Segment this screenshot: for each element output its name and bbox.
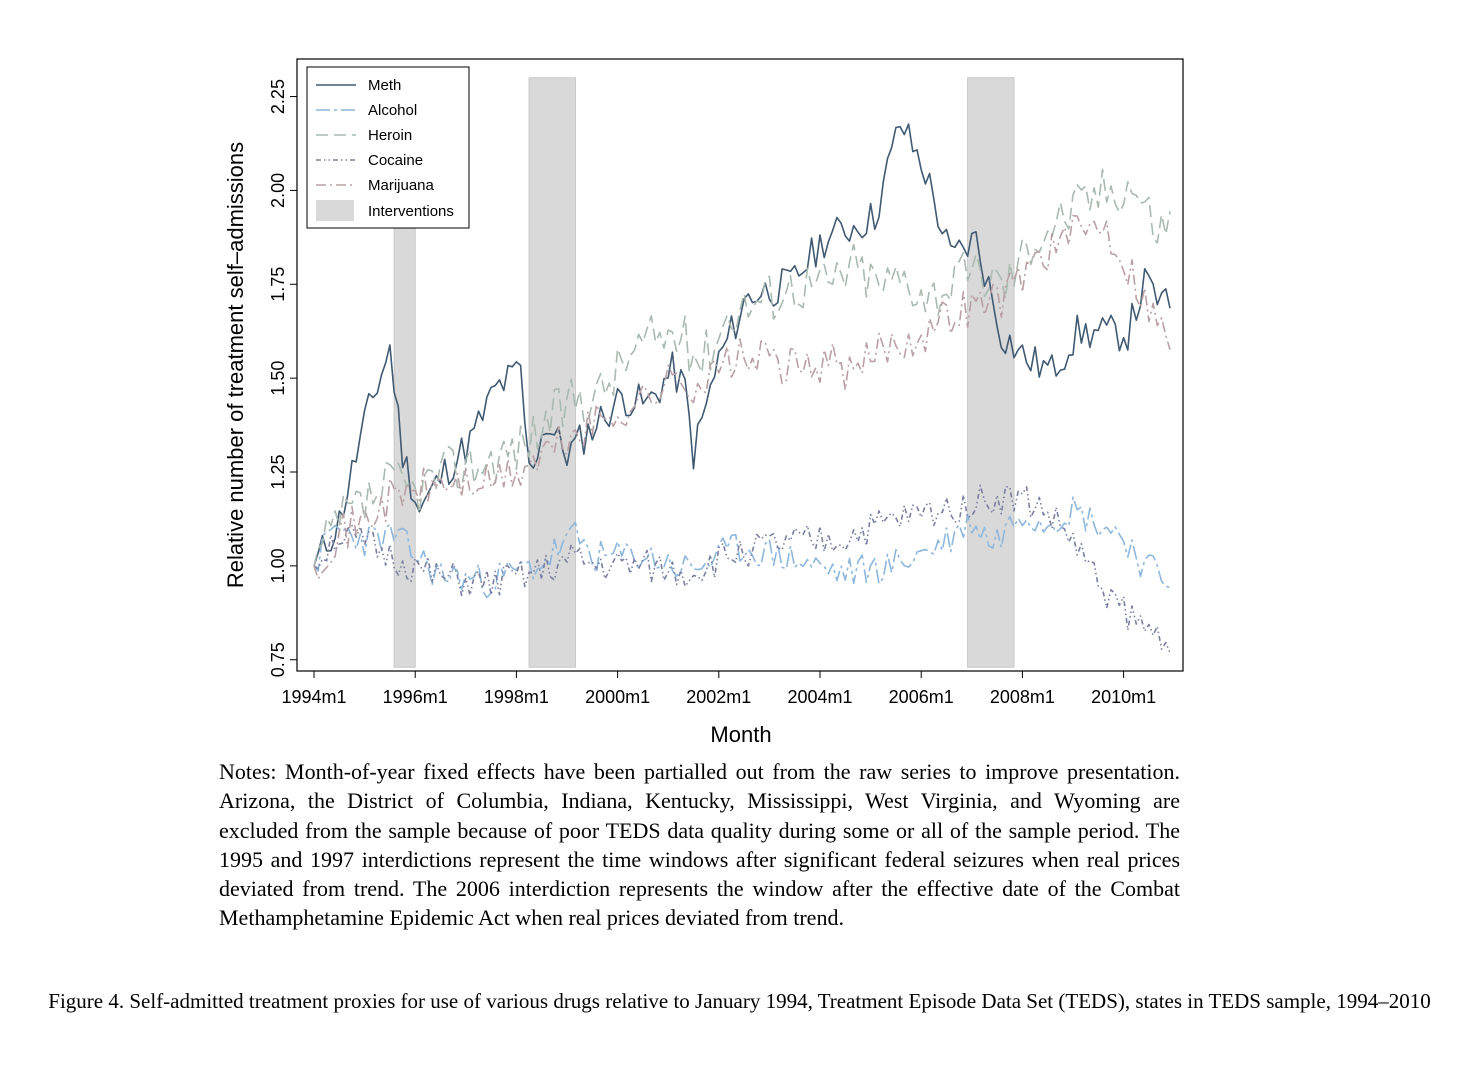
x-tick-label: 1998m1 [484, 687, 549, 707]
y-axis-title: Relative number of treatment self–admiss… [223, 142, 248, 588]
chart-svg: 0.75 1.00 1.25 1.50 1.75 2.00 2.25 1994m1 1996m1… [223, 58, 1184, 747]
legend-label: Marijuana [368, 177, 435, 194]
y-tick-label: 1.50 [268, 361, 288, 396]
x-axis-title: Month [710, 722, 771, 747]
x-tick-label: 1994m1 [281, 687, 346, 707]
series-line-alcohol [313, 496, 1171, 599]
legend-label: Meth [368, 77, 401, 94]
y-tick-label: 0.75 [268, 642, 288, 677]
x-tick-label: 2004m1 [787, 687, 852, 707]
y-tick-label: 2.25 [268, 79, 288, 114]
chart: 0.75 1.00 1.25 1.50 1.75 2.00 2.25 1994m1 1996m1… [223, 58, 1184, 747]
x-tick-label: 2008m1 [990, 687, 1055, 707]
figure-notes: Notes: Month-of-year fixed effects have … [219, 759, 1180, 931]
series-line-cocaine [313, 484, 1171, 654]
legend-label: Cocaine [368, 152, 423, 169]
legend-label: Alcohol [368, 102, 417, 119]
intervention-band [967, 77, 1015, 668]
legend-label: Interventions [368, 203, 454, 220]
series-line-marijuana [313, 214, 1171, 580]
series-line-meth [313, 123, 1171, 567]
x-tick-label: 2006m1 [889, 687, 954, 707]
legend-label: Heroin [368, 127, 412, 144]
y-tick-label: 1.25 [268, 454, 288, 489]
figure-caption: Figure 4. Self-admitted treatment proxie… [48, 989, 1431, 1013]
legend: Meth Alcohol Heroin Cocaine Marijuana Interve… [306, 66, 470, 229]
y-tick-label: 1.75 [268, 267, 288, 302]
x-tick-label: 2002m1 [686, 687, 751, 707]
y-tick-label: 2.00 [268, 173, 288, 208]
series-line-heroin [313, 168, 1171, 567]
plot-frame [296, 58, 1184, 672]
legend-box [306, 66, 470, 229]
y-tick-label: 1.00 [268, 548, 288, 583]
legend-swatch [316, 200, 354, 221]
x-tick-label: 2000m1 [585, 687, 650, 707]
x-tick-label: 2010m1 [1091, 687, 1156, 707]
x-tick-label: 1996m1 [383, 687, 448, 707]
